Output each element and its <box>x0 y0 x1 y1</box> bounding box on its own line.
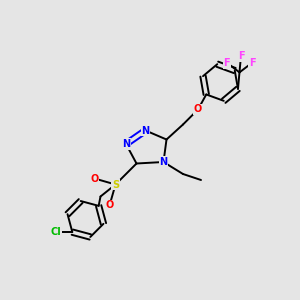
Text: F: F <box>238 51 244 61</box>
Text: Cl: Cl <box>50 227 61 237</box>
Text: N: N <box>141 125 150 136</box>
Text: S: S <box>112 179 119 190</box>
Text: F: F <box>224 58 230 68</box>
Text: O: O <box>90 173 99 184</box>
Text: O: O <box>105 200 114 211</box>
Text: O: O <box>194 104 202 115</box>
Text: N: N <box>159 157 168 167</box>
Text: N: N <box>122 139 130 149</box>
Text: F: F <box>249 58 255 68</box>
